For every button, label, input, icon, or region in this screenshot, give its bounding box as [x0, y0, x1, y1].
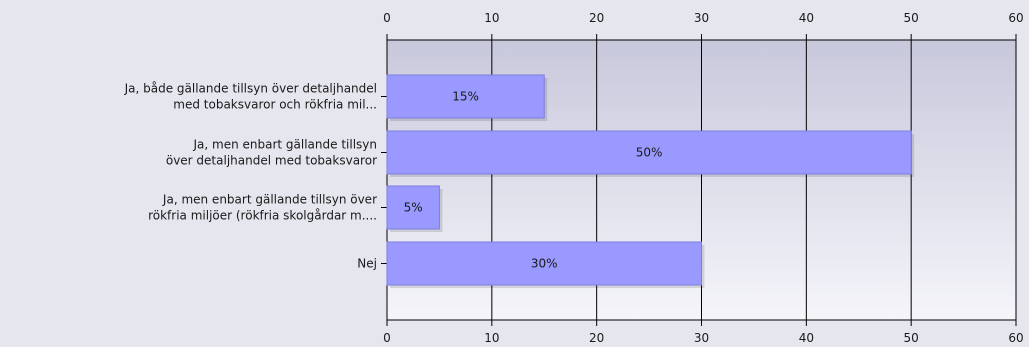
x-tick-label-bottom: 40 [799, 331, 814, 345]
category-label: Ja, men enbart gällande tillsyn över deta… [166, 138, 377, 168]
bar [386, 74, 545, 119]
x-tick-label-top: 30 [694, 11, 709, 25]
x-tick-label-top: 20 [589, 11, 604, 25]
x-tick-label-top: 50 [904, 11, 919, 25]
x-tick-label-top: 60 [1008, 11, 1023, 25]
bar [386, 130, 912, 175]
bars [386, 74, 915, 288]
x-tick-label-bottom: 30 [694, 331, 709, 345]
x-tick-label-bottom: 50 [904, 331, 919, 345]
bar [386, 185, 440, 230]
x-tick-label-bottom: 0 [383, 331, 391, 345]
x-tick-label-bottom: 20 [589, 331, 604, 345]
x-tick-label-top: 0 [383, 11, 391, 25]
x-tick-label-top: 10 [484, 11, 499, 25]
labels: 0 0 10 10 20 20 30 30 40 40 50 50 60 60 Ja, både gälla… [124, 11, 1024, 345]
category-label: Nej [357, 257, 377, 271]
category-label: Ja, men enbart gällande tillsyn över rökf… [148, 193, 377, 223]
bar [386, 241, 702, 286]
category-label: Ja, både gällande tillsyn över detaljhan… [124, 82, 377, 112]
x-tick-label-bottom: 10 [484, 331, 499, 345]
data-label: 5% [404, 201, 423, 215]
x-tick-label-top: 40 [799, 11, 814, 25]
data-label: 50% [636, 146, 663, 160]
x-tick-label-bottom: 60 [1008, 331, 1023, 345]
data-label: 30% [531, 257, 558, 271]
data-label: 15% [452, 90, 479, 104]
